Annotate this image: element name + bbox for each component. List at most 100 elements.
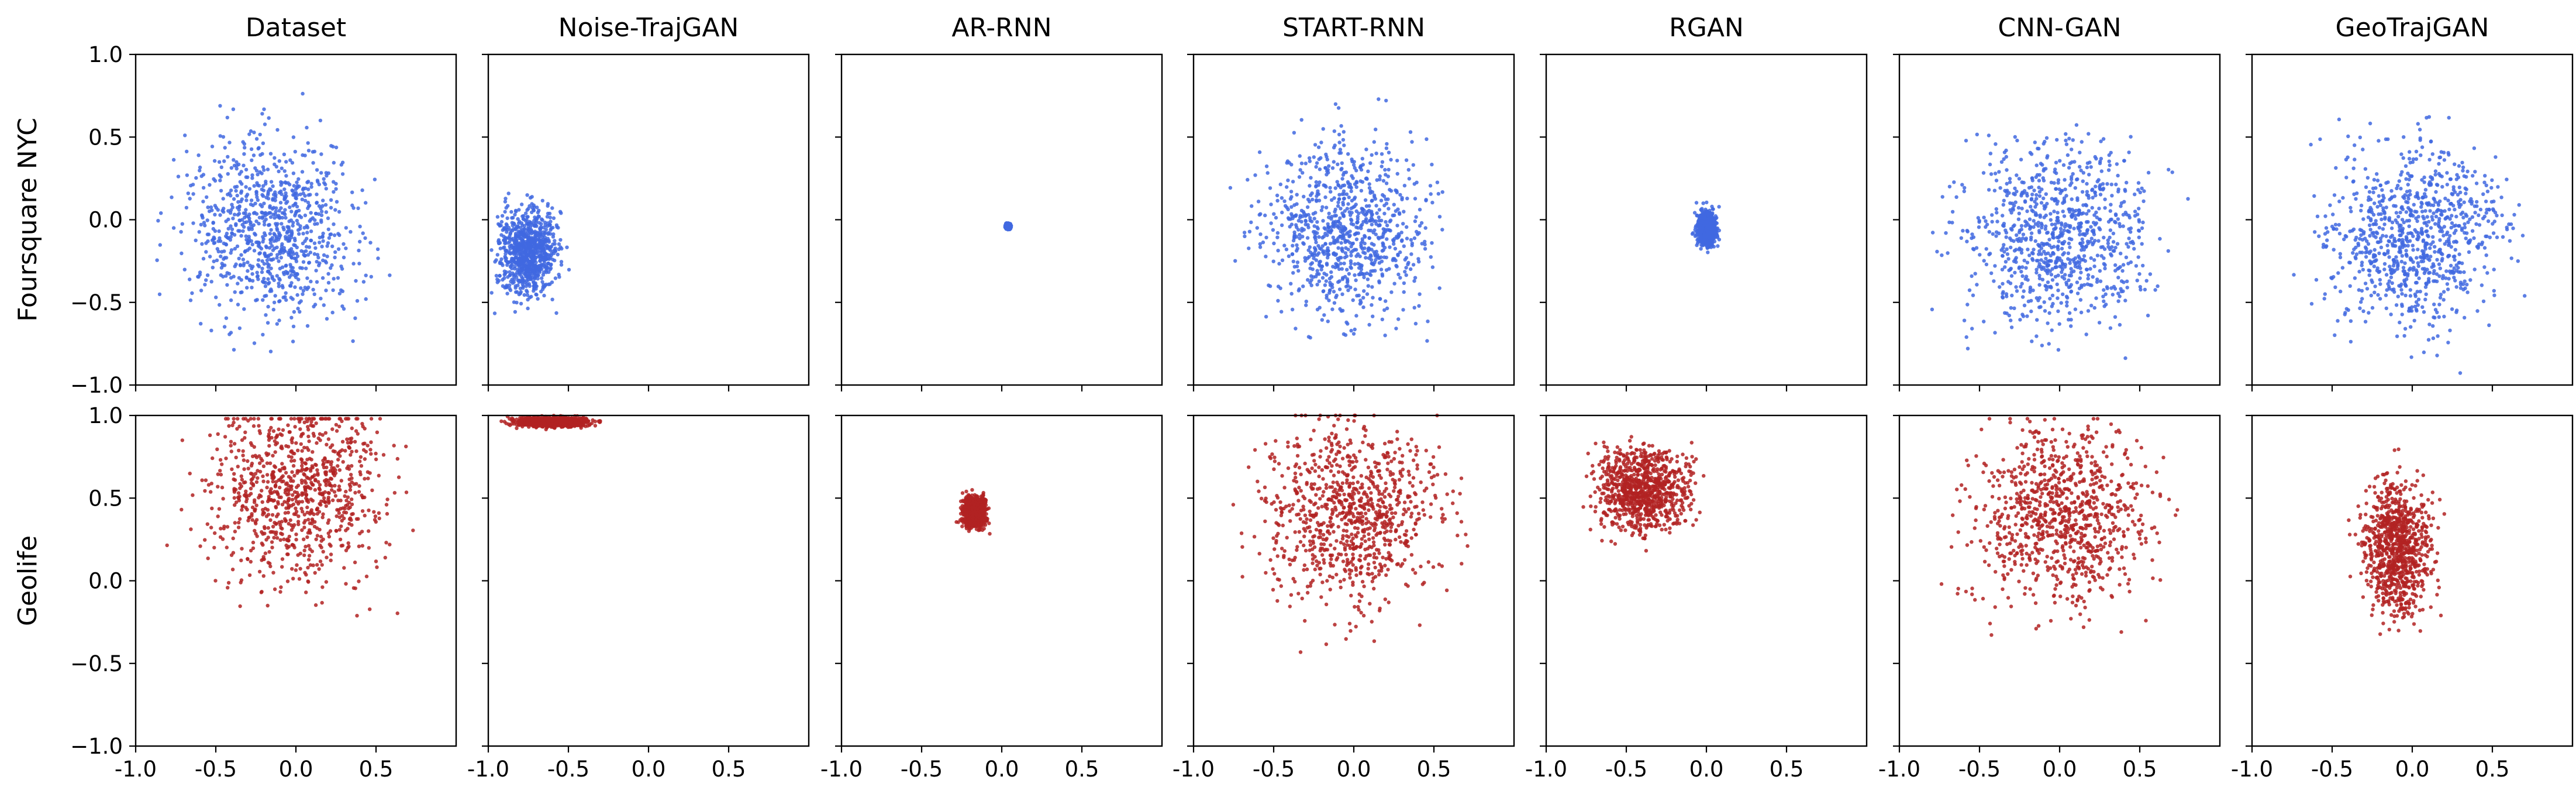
- data-point: [1429, 255, 1433, 259]
- data-point: [275, 322, 279, 325]
- data-point: [546, 212, 550, 215]
- data-point: [242, 164, 245, 167]
- data-point: [1289, 190, 1293, 193]
- data-point: [288, 284, 292, 287]
- data-point: [1280, 196, 1284, 200]
- data-point: [1430, 201, 1434, 204]
- data-point: [1340, 246, 1344, 250]
- data-point: [2061, 209, 2065, 213]
- data-point: [1320, 268, 1323, 272]
- data-point: [246, 260, 249, 264]
- data-point: [1995, 178, 1998, 182]
- data-point: [304, 187, 307, 190]
- data-point: [1381, 318, 1384, 321]
- data-point: [1006, 224, 1010, 227]
- data-point: [1360, 264, 1363, 267]
- data-point: [183, 133, 187, 137]
- data-point: [1351, 298, 1355, 302]
- data-point: [328, 233, 332, 236]
- data-point: [1275, 194, 1279, 197]
- data-point: [520, 275, 523, 279]
- data-point: [522, 246, 525, 249]
- data-point: [294, 150, 297, 153]
- data-point: [1402, 290, 1406, 294]
- data-point: [1361, 220, 1365, 224]
- data-point: [551, 226, 554, 229]
- data-point: [301, 170, 304, 173]
- data-point: [232, 274, 235, 278]
- data-point: [1298, 154, 1302, 157]
- data-point: [376, 248, 380, 251]
- data-point: [512, 280, 516, 284]
- data-point: [1319, 260, 1322, 263]
- data-point: [203, 283, 206, 286]
- data-point: [1295, 193, 1299, 197]
- data-point: [1383, 246, 1387, 249]
- data-point: [191, 221, 195, 225]
- data-point: [1944, 231, 1947, 235]
- data-point: [364, 274, 368, 277]
- data-point: [539, 259, 542, 263]
- data-point: [1988, 163, 1992, 166]
- data-point: [1374, 128, 1377, 131]
- data-point: [1384, 299, 1387, 303]
- data-point: [220, 250, 223, 253]
- data-point: [234, 262, 237, 266]
- data-point: [1438, 286, 1442, 290]
- data-point: [1402, 210, 1405, 214]
- data-point: [496, 253, 499, 256]
- data-point: [204, 250, 208, 253]
- data-point: [256, 277, 260, 281]
- data-point: [293, 286, 296, 289]
- data-point: [1302, 195, 1305, 198]
- data-point: [2067, 166, 2071, 170]
- data-point: [236, 194, 239, 197]
- scatter-series: [1229, 97, 1444, 343]
- data-point: [172, 158, 175, 162]
- panel-foursquare-nyc-noise-trajgan: [482, 54, 809, 391]
- data-point: [1346, 322, 1349, 325]
- data-point: [2030, 231, 2033, 235]
- data-point: [315, 280, 319, 284]
- data-point: [1401, 308, 1405, 311]
- data-point: [219, 255, 222, 258]
- data-point: [1695, 201, 1698, 204]
- data-point: [2088, 267, 2092, 270]
- data-point: [1338, 217, 1342, 220]
- data-point: [1313, 217, 1316, 220]
- data-point: [1291, 252, 1294, 256]
- data-point: [1395, 224, 1399, 227]
- data-point: [1315, 220, 1319, 224]
- data-point: [274, 222, 277, 225]
- data-point: [240, 182, 243, 185]
- data-point: [202, 257, 205, 260]
- data-point: [505, 230, 508, 233]
- data-point: [275, 128, 279, 132]
- data-point: [1330, 286, 1334, 289]
- data-point: [1316, 308, 1319, 311]
- data-point: [1258, 150, 1261, 154]
- data-point: [256, 271, 259, 274]
- data-point: [1336, 201, 1340, 204]
- data-point: [283, 169, 287, 173]
- data-point: [321, 198, 325, 202]
- data-point: [1309, 274, 1313, 278]
- data-point: [256, 173, 259, 176]
- data-point: [220, 166, 223, 169]
- data-point: [1341, 309, 1344, 312]
- data-point: [339, 288, 343, 292]
- data-point: [1700, 208, 1703, 212]
- data-point: [1323, 283, 1327, 287]
- data-point: [274, 294, 277, 297]
- data-point: [1425, 138, 1428, 141]
- data-point: [1327, 164, 1330, 168]
- data-point: [274, 236, 278, 240]
- data-point: [229, 298, 233, 302]
- data-point: [2067, 252, 2070, 255]
- data-point: [272, 232, 275, 235]
- data-point: [254, 190, 258, 194]
- data-point: [2137, 255, 2140, 259]
- data-point: [2020, 282, 2024, 286]
- data-point: [2116, 174, 2119, 177]
